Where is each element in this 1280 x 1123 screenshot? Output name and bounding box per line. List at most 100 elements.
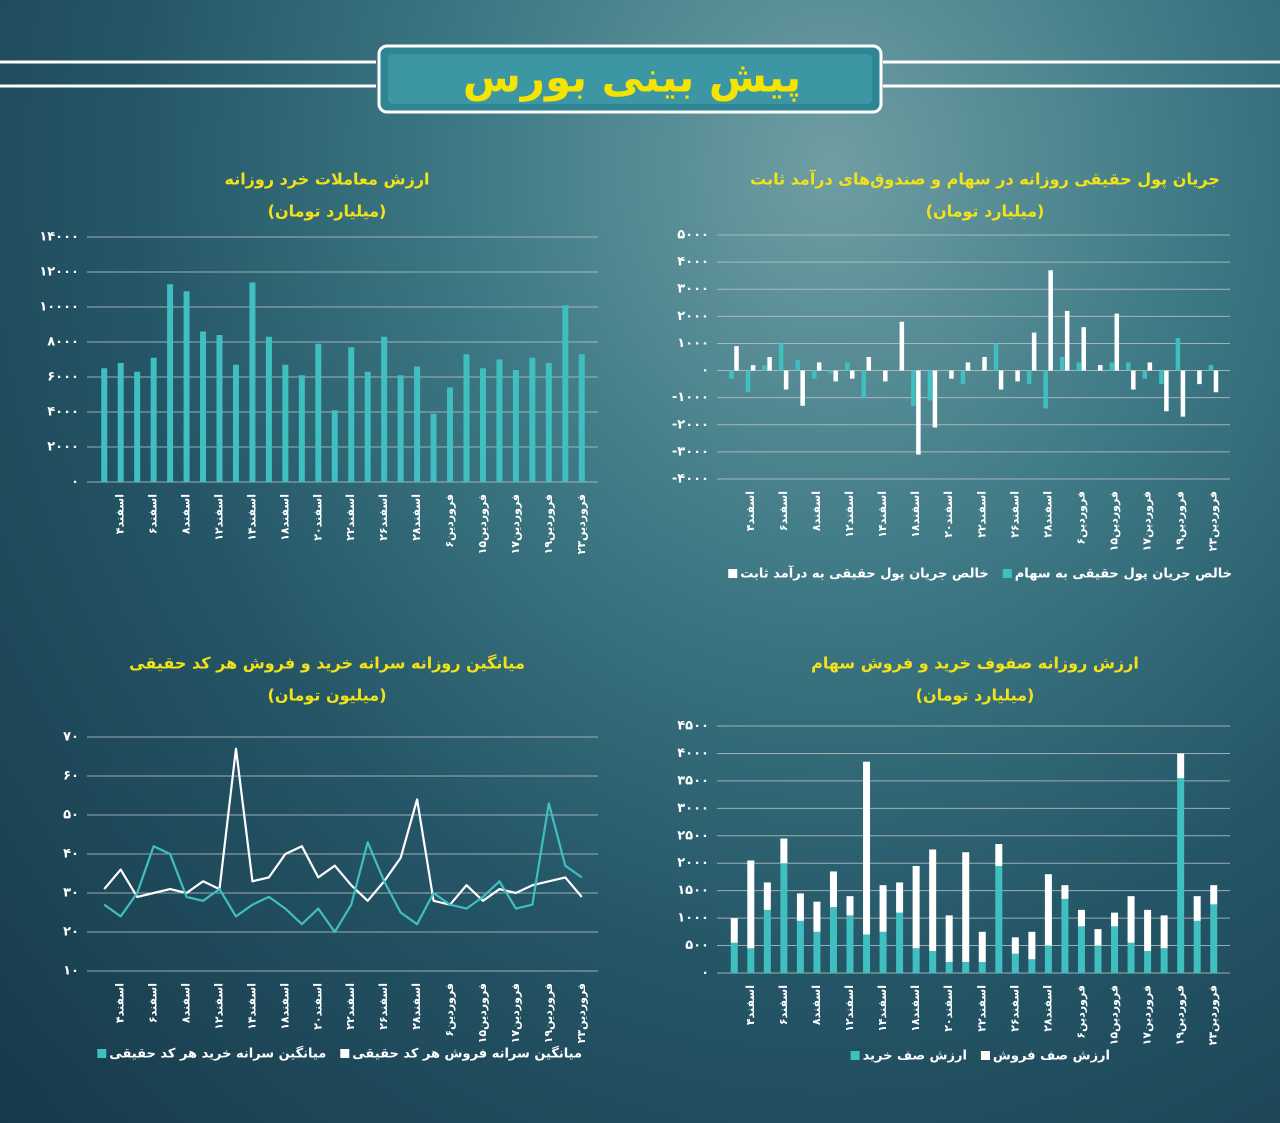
legend-label: میانگین سرانه فروش هر کد حقیقی xyxy=(352,1046,582,1062)
bar xyxy=(734,346,739,371)
bar xyxy=(1127,896,1135,943)
bar xyxy=(529,357,536,482)
bar xyxy=(978,962,986,973)
x-tick-label: ۱۵فروردین xyxy=(476,494,489,554)
bar xyxy=(1177,753,1185,779)
x-tick-label: ۱۹فروردین xyxy=(1174,985,1187,1045)
bar xyxy=(315,343,322,482)
bar xyxy=(1144,909,1152,952)
bar xyxy=(167,284,174,482)
x-tick-label: ۶فروردین xyxy=(1074,985,1087,1039)
bar xyxy=(879,885,887,932)
bar xyxy=(978,931,986,963)
bar xyxy=(833,370,838,382)
y-tick-label: ۰ xyxy=(71,475,79,490)
bar xyxy=(447,387,454,482)
x-tick-label: ۲۶اسفند xyxy=(377,494,390,541)
y-tick-label: ۵۰ xyxy=(63,808,79,823)
x-tick-label: ۶فروردین xyxy=(443,494,456,548)
bar xyxy=(962,852,970,963)
bar xyxy=(1044,945,1052,973)
bar xyxy=(1061,898,1069,973)
bar xyxy=(960,370,966,385)
bar xyxy=(729,370,734,379)
x-tick-label: ۱۷فروردین xyxy=(1141,491,1154,551)
x-tick-label: ۲۸اسفند xyxy=(1041,985,1054,1032)
bar xyxy=(1077,926,1085,973)
bar xyxy=(850,370,855,379)
y-tick-label: ۴۰۰۰ xyxy=(677,255,709,270)
legend-swatch xyxy=(97,1049,107,1058)
bar xyxy=(916,370,921,455)
bar xyxy=(965,362,971,371)
bar xyxy=(813,901,821,932)
bar xyxy=(745,370,751,393)
bar xyxy=(845,362,850,371)
bar xyxy=(1031,332,1037,371)
y-tick-label: ۲۰ xyxy=(63,925,79,940)
bar xyxy=(796,893,804,921)
bar xyxy=(846,896,854,916)
bar xyxy=(866,357,872,371)
chart-title: ارزش معاملات خرد روزانه xyxy=(224,170,429,189)
header-inner xyxy=(388,54,872,104)
bar xyxy=(1126,362,1131,371)
bar xyxy=(816,362,822,371)
y-tick-label: ۶۰۰۰ xyxy=(47,370,79,385)
y-tick-label: ۱۰۰۰۰ xyxy=(39,300,79,315)
x-tick-label: ۱۵فروردین xyxy=(476,983,489,1043)
bar xyxy=(863,934,871,973)
bar xyxy=(1015,370,1020,382)
bar xyxy=(1210,904,1218,973)
bar xyxy=(1210,885,1218,905)
bar xyxy=(397,375,404,482)
bar xyxy=(883,370,888,382)
y-tick-label: ۰ xyxy=(701,363,709,378)
bar xyxy=(780,863,788,973)
bar xyxy=(1159,370,1164,385)
bar xyxy=(1193,920,1201,973)
y-tick-label: ۰ xyxy=(701,966,709,981)
bar xyxy=(863,761,871,935)
x-tick-label: ۱۲اسفند xyxy=(213,494,226,541)
y-tick-label: ۶۰ xyxy=(63,769,79,784)
bar xyxy=(962,962,970,973)
x-tick-label: ۱۹فروردین xyxy=(1174,491,1187,551)
bar xyxy=(828,370,833,374)
bar xyxy=(1094,945,1102,973)
bar xyxy=(932,370,938,428)
bar xyxy=(1180,370,1186,417)
y-tick-label: ۲۰۰۰ xyxy=(47,440,79,455)
y-tick-label: ۳۰۰۰ xyxy=(677,801,709,816)
bar xyxy=(945,915,953,963)
bar xyxy=(232,364,239,482)
bar xyxy=(1094,929,1102,946)
bar xyxy=(1164,370,1169,412)
y-tick-label: ۳۵۰۰ xyxy=(677,773,709,788)
x-tick-label: ۸اسفند xyxy=(180,983,193,1023)
bar xyxy=(763,909,771,973)
chart-subtitle: (میلیون تومان) xyxy=(268,686,387,705)
bar xyxy=(945,962,953,973)
x-tick-label: ۱۲اسفند xyxy=(213,983,226,1030)
bar xyxy=(995,844,1003,866)
bar xyxy=(796,920,804,973)
bar xyxy=(512,370,519,482)
bar xyxy=(216,335,223,482)
x-tick-label: ۸اسفند xyxy=(180,494,193,534)
legend-label: ارزش صف خرید xyxy=(863,1049,967,1064)
legend-swatch xyxy=(728,569,738,578)
x-tick-label: ۶اسفند xyxy=(147,494,160,534)
legend-swatch xyxy=(1002,569,1012,578)
x-tick-label: ۲۶اسفند xyxy=(1008,985,1021,1032)
bar xyxy=(150,357,157,482)
bar xyxy=(747,860,755,949)
x-tick-label: ۴اسفند xyxy=(744,491,757,531)
bar xyxy=(982,357,987,371)
bar xyxy=(767,357,772,371)
x-tick-label: ۲۲اسفند xyxy=(975,491,988,538)
bar xyxy=(1111,912,1119,927)
bar xyxy=(899,321,905,371)
bar xyxy=(1076,362,1081,371)
bar xyxy=(896,882,904,913)
